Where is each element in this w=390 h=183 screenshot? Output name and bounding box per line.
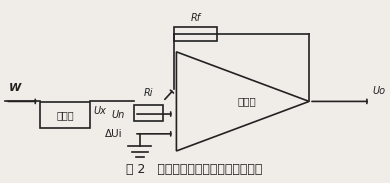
- Text: 传感器: 传感器: [56, 110, 74, 120]
- Bar: [40, 102, 90, 128]
- Text: ΔUi: ΔUi: [105, 129, 123, 139]
- Text: Rf: Rf: [191, 13, 201, 23]
- Text: 放大镜: 放大镜: [237, 96, 256, 106]
- Text: Ri: Ri: [144, 88, 153, 98]
- Text: Un: Un: [111, 110, 124, 120]
- Text: W: W: [9, 83, 21, 93]
- Text: Uo: Uo: [372, 86, 386, 96]
- Bar: [134, 105, 163, 121]
- Text: 图 2   传感器和放大器组成的硬件系统: 图 2 传感器和放大器组成的硬件系统: [126, 163, 262, 176]
- Bar: [174, 27, 217, 41]
- Text: Ux: Ux: [94, 106, 106, 116]
